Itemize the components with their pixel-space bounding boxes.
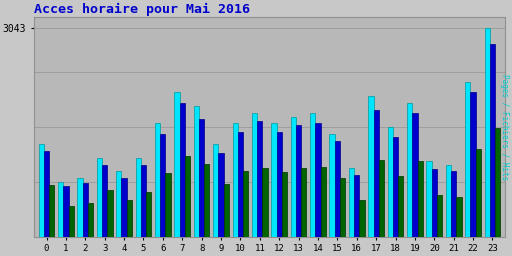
Bar bbox=[116, 172, 121, 237]
Bar bbox=[88, 203, 93, 237]
Bar bbox=[330, 134, 335, 237]
Bar bbox=[379, 160, 384, 237]
Bar bbox=[204, 164, 209, 237]
Bar bbox=[456, 197, 461, 237]
Bar bbox=[271, 123, 276, 237]
Bar bbox=[185, 156, 190, 237]
Bar bbox=[476, 149, 481, 237]
Bar bbox=[495, 128, 500, 237]
Bar bbox=[471, 92, 476, 237]
Bar bbox=[121, 178, 126, 237]
Bar bbox=[97, 158, 102, 237]
Bar bbox=[82, 183, 88, 237]
Bar bbox=[252, 113, 257, 237]
Bar bbox=[349, 168, 354, 237]
Bar bbox=[437, 195, 442, 237]
Bar bbox=[165, 174, 170, 237]
Bar bbox=[301, 168, 306, 237]
Bar bbox=[393, 137, 398, 237]
Bar bbox=[44, 151, 49, 237]
Y-axis label: Pages / Fichiers / Hits: Pages / Fichiers / Hits bbox=[500, 74, 509, 180]
Bar bbox=[282, 172, 287, 237]
Bar bbox=[141, 165, 146, 237]
Bar bbox=[243, 172, 248, 237]
Bar bbox=[257, 121, 263, 237]
Bar bbox=[219, 153, 224, 237]
Bar bbox=[146, 192, 152, 237]
Bar bbox=[432, 169, 437, 237]
Bar bbox=[310, 113, 315, 237]
Bar bbox=[63, 187, 69, 237]
Bar bbox=[194, 106, 199, 237]
Bar bbox=[340, 178, 345, 237]
Bar bbox=[451, 172, 456, 237]
Bar bbox=[58, 182, 63, 237]
Text: Acces horaire pour Mai 2016: Acces horaire pour Mai 2016 bbox=[34, 3, 250, 16]
Bar bbox=[232, 123, 238, 237]
Bar bbox=[388, 127, 393, 237]
Bar bbox=[417, 161, 423, 237]
Bar bbox=[426, 161, 432, 237]
Bar bbox=[136, 158, 141, 237]
Bar bbox=[321, 167, 326, 237]
Bar bbox=[155, 123, 160, 237]
Bar bbox=[180, 103, 185, 237]
Bar bbox=[412, 113, 417, 237]
Bar bbox=[175, 92, 180, 237]
Bar bbox=[160, 134, 165, 237]
Bar bbox=[354, 175, 359, 237]
Bar bbox=[407, 103, 412, 237]
Bar bbox=[446, 165, 451, 237]
Bar bbox=[359, 199, 365, 237]
Bar bbox=[102, 165, 108, 237]
Bar bbox=[39, 144, 44, 237]
Bar bbox=[335, 141, 340, 237]
Bar bbox=[398, 176, 403, 237]
Bar bbox=[368, 96, 374, 237]
Bar bbox=[199, 119, 204, 237]
Bar bbox=[263, 168, 268, 237]
Bar bbox=[276, 132, 282, 237]
Bar bbox=[484, 28, 490, 237]
Bar bbox=[108, 190, 113, 237]
Bar bbox=[69, 206, 74, 237]
Bar bbox=[213, 144, 219, 237]
Bar bbox=[126, 200, 132, 237]
Bar bbox=[291, 116, 296, 237]
Bar bbox=[465, 82, 471, 237]
Bar bbox=[490, 45, 495, 237]
Bar bbox=[315, 123, 321, 237]
Bar bbox=[224, 184, 229, 237]
Bar bbox=[296, 125, 301, 237]
Bar bbox=[238, 132, 243, 237]
Bar bbox=[374, 110, 379, 237]
Bar bbox=[49, 185, 54, 237]
Bar bbox=[77, 178, 82, 237]
